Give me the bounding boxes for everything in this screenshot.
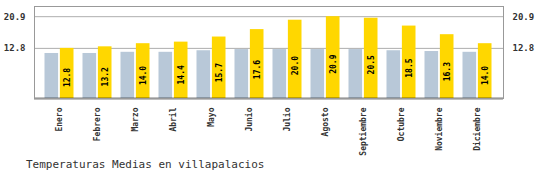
svg-text:Enero: Enero [55, 107, 64, 131]
svg-text:Marzo: Marzo [131, 107, 140, 131]
svg-text:Diciembre: Diciembre [472, 107, 482, 151]
svg-text:14.0: 14.0 [481, 66, 490, 85]
svg-text:Julio: Julio [282, 107, 292, 131]
svg-text:14.0: 14.0 [139, 66, 148, 85]
svg-text:20.9: 20.9 [329, 54, 338, 73]
svg-text:12.8: 12.8 [4, 43, 26, 53]
svg-text:17.6: 17.6 [253, 60, 262, 79]
svg-text:Octubre: Octubre [397, 107, 406, 141]
svg-text:20.0: 20.0 [291, 56, 300, 75]
svg-text:16.3: 16.3 [443, 62, 452, 81]
svg-text:18.5: 18.5 [405, 58, 414, 77]
svg-text:Junio: Junio [244, 107, 254, 131]
svg-text:Mayo: Mayo [207, 107, 216, 126]
svg-text:Septiembre: Septiembre [358, 107, 368, 155]
svg-text:20.9: 20.9 [4, 12, 26, 22]
svg-text:Abril: Abril [168, 107, 178, 131]
svg-text:14.4: 14.4 [177, 65, 186, 84]
svg-text:20.5: 20.5 [367, 55, 376, 74]
svg-text:13.2: 13.2 [101, 67, 110, 86]
svg-text:Noviembre: Noviembre [434, 107, 444, 151]
svg-text:12.8: 12.8 [513, 43, 535, 53]
svg-text:12.8: 12.8 [63, 68, 72, 87]
html-text:Temperaturas Medias en villapa: Temperaturas Medias en villapalacios [26, 158, 265, 171]
svg-text:Agosto: Agosto [321, 107, 330, 136]
svg-text:20.9: 20.9 [513, 12, 535, 22]
svg-text:Febrero: Febrero [93, 107, 102, 141]
svg-text:15.7: 15.7 [215, 63, 224, 82]
